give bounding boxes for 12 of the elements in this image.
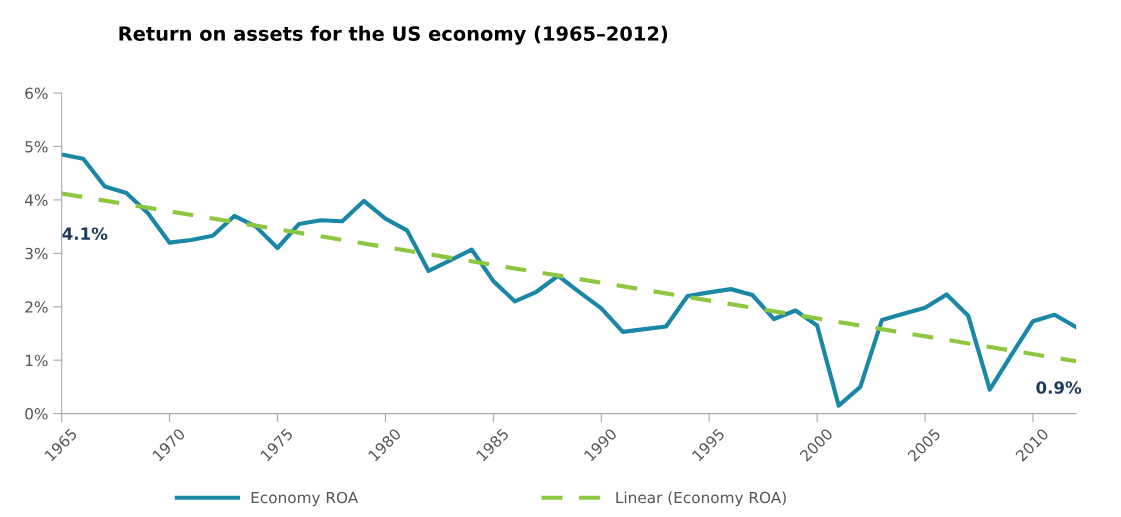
y-tick-label: 0% xyxy=(25,408,48,420)
y-tick-label: 5% xyxy=(25,140,48,153)
y-tick-label: 3% xyxy=(25,247,48,260)
legend-label: Linear (Economy ROA) xyxy=(616,491,786,507)
y-tick-label: 2% xyxy=(25,301,48,313)
y-tick-label: 4% xyxy=(24,194,48,206)
annotation: 0.9% xyxy=(1036,381,1082,394)
y-tick-label: 1% xyxy=(25,354,48,367)
legend-label: Economy ROA xyxy=(251,491,359,507)
annotation: 4.1% xyxy=(62,227,108,240)
chart-title: Return on assets for the US economy (1965–2012) xyxy=(119,25,668,45)
y-tick-label: 6% xyxy=(25,87,48,100)
